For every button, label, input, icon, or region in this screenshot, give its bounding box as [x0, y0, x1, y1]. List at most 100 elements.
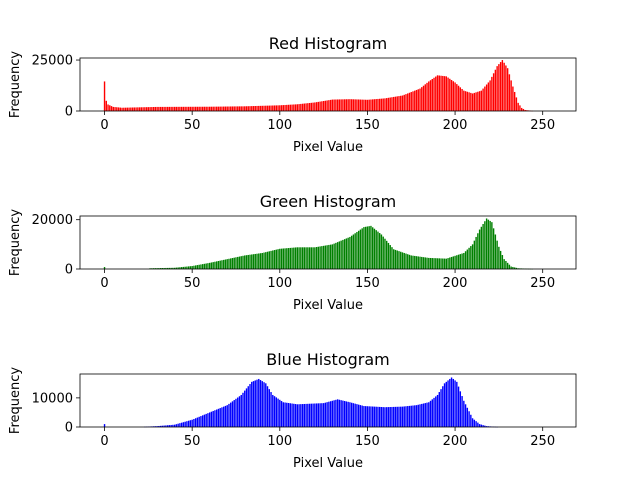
- green-bar: [447, 258, 449, 269]
- red-bar: [354, 99, 356, 111]
- blue-bar: [347, 401, 349, 427]
- green-bar: [228, 258, 230, 269]
- green-bar: [166, 267, 169, 269]
- green-bar: [454, 255, 456, 269]
- green-bars: [103, 218, 533, 270]
- green-bar: [513, 267, 516, 269]
- blue-bar: [251, 381, 253, 427]
- red-bar: [126, 107, 129, 111]
- green-bar: [347, 237, 349, 269]
- green-bar: [298, 247, 300, 269]
- blue-bar: [354, 403, 356, 427]
- blue-bar: [196, 417, 199, 427]
- green-bar: [270, 250, 272, 269]
- red-bar: [209, 106, 211, 111]
- green-bar: [226, 259, 228, 269]
- red-bar: [356, 99, 358, 111]
- green-bar: [398, 251, 400, 269]
- blue-bar: [322, 403, 325, 427]
- blue-bar: [256, 379, 258, 427]
- red-bar: [349, 99, 351, 111]
- red-bar: [498, 64, 500, 111]
- green-bar: [468, 247, 470, 269]
- red-bar: [520, 107, 523, 111]
- blue-bar: [314, 403, 316, 427]
- blue-bar: [438, 392, 440, 427]
- blue-bar: [424, 403, 426, 427]
- red-bar: [244, 106, 246, 111]
- blue-bar: [452, 378, 455, 427]
- blue-bar: [445, 381, 447, 427]
- green-bar: [272, 250, 274, 269]
- red-histogram-chart: 0 50 100 150 200 250 0 25000 Red Histogram Pixel …: [8, 34, 577, 155]
- red-bar: [196, 106, 199, 111]
- red-bar: [238, 106, 241, 111]
- red-bar: [424, 84, 426, 111]
- blue-bar: [293, 403, 295, 427]
- blue-bar: [259, 380, 262, 427]
- red-bar: [389, 97, 391, 111]
- red-bar: [242, 106, 244, 111]
- blue-bar: [407, 406, 409, 427]
- green-bar: [484, 221, 486, 269]
- blue-bar: [478, 424, 481, 427]
- green-bar: [450, 256, 453, 269]
- green-bar: [324, 245, 327, 269]
- red-bar: [221, 106, 223, 111]
- green-bar: [251, 254, 253, 269]
- red-bar: [429, 80, 432, 111]
- blue-y-tick-label: 0: [65, 421, 73, 436]
- green-bar: [159, 268, 162, 269]
- green-bar: [305, 247, 307, 269]
- green-bar: [319, 246, 321, 269]
- green-bar: [470, 246, 472, 269]
- green-bar: [300, 247, 302, 269]
- green-bar: [400, 251, 402, 269]
- green-bar: [336, 242, 339, 269]
- red-bar: [410, 92, 412, 111]
- blue-bar: [289, 403, 292, 427]
- green-bar: [279, 248, 281, 269]
- green-bar: [258, 253, 260, 269]
- green-bar: [354, 233, 356, 269]
- blue-bar: [261, 381, 263, 427]
- red-bar: [263, 105, 265, 111]
- blue-bar: [193, 418, 195, 427]
- red-y-tick-label: 25000: [32, 54, 73, 69]
- red-bar: [165, 106, 167, 111]
- red-bar: [324, 100, 327, 111]
- blue-bar: [308, 403, 311, 427]
- red-bar: [245, 106, 248, 111]
- red-bar: [414, 90, 416, 111]
- red-bar: [266, 105, 269, 111]
- red-bar: [137, 107, 139, 111]
- red-bar: [329, 99, 332, 111]
- green-bar: [173, 267, 176, 269]
- red-bar: [268, 105, 270, 111]
- blue-bar: [224, 405, 227, 427]
- green-bar: [401, 252, 404, 269]
- green-bar: [301, 247, 304, 269]
- red-bar: [119, 107, 122, 111]
- green-bar: [342, 239, 344, 269]
- red-bar: [326, 100, 328, 111]
- green-bar: [286, 248, 288, 269]
- red-bar: [270, 105, 272, 111]
- green-bar: [405, 253, 407, 269]
- red-bar: [338, 99, 341, 111]
- green-bar: [492, 228, 495, 269]
- blue-bar: [217, 408, 220, 427]
- green-bar: [436, 258, 439, 269]
- red-bar: [357, 99, 360, 111]
- red-bar: [296, 104, 299, 111]
- green-bar: [396, 250, 398, 269]
- blue-bar: [428, 402, 430, 427]
- red-bar: [459, 87, 462, 111]
- green-bar: [375, 230, 377, 269]
- red-bar: [508, 74, 511, 111]
- green-bar: [186, 266, 188, 269]
- blue-bar: [301, 404, 304, 427]
- green-bar: [191, 266, 193, 269]
- blue-bar: [333, 400, 335, 427]
